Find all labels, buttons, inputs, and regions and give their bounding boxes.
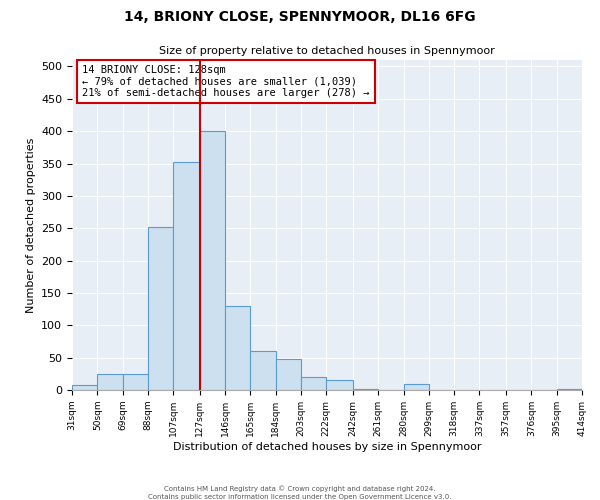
Bar bbox=[250, 351, 276, 390]
Bar bbox=[148, 227, 173, 390]
Title: Size of property relative to detached houses in Spennymoor: Size of property relative to detached ho… bbox=[159, 46, 495, 56]
Bar bbox=[225, 306, 250, 390]
Y-axis label: Number of detached properties: Number of detached properties bbox=[26, 138, 35, 312]
Bar bbox=[557, 388, 582, 390]
Text: 14 BRIONY CLOSE: 128sqm
← 79% of detached houses are smaller (1,039)
21% of semi: 14 BRIONY CLOSE: 128sqm ← 79% of detache… bbox=[82, 65, 370, 98]
Bar bbox=[97, 374, 122, 390]
Bar bbox=[326, 380, 353, 390]
Bar bbox=[72, 386, 97, 390]
X-axis label: Distribution of detached houses by size in Spennymoor: Distribution of detached houses by size … bbox=[173, 442, 481, 452]
Bar bbox=[353, 388, 378, 390]
Bar bbox=[276, 359, 301, 390]
Bar bbox=[301, 377, 326, 390]
Text: 14, BRIONY CLOSE, SPENNYMOOR, DL16 6FG: 14, BRIONY CLOSE, SPENNYMOOR, DL16 6FG bbox=[124, 10, 476, 24]
Bar bbox=[173, 162, 200, 390]
Bar bbox=[122, 374, 148, 390]
Bar bbox=[200, 131, 225, 390]
Bar bbox=[404, 384, 429, 390]
Text: Contains HM Land Registry data © Crown copyright and database right 2024.
Contai: Contains HM Land Registry data © Crown c… bbox=[148, 486, 452, 500]
